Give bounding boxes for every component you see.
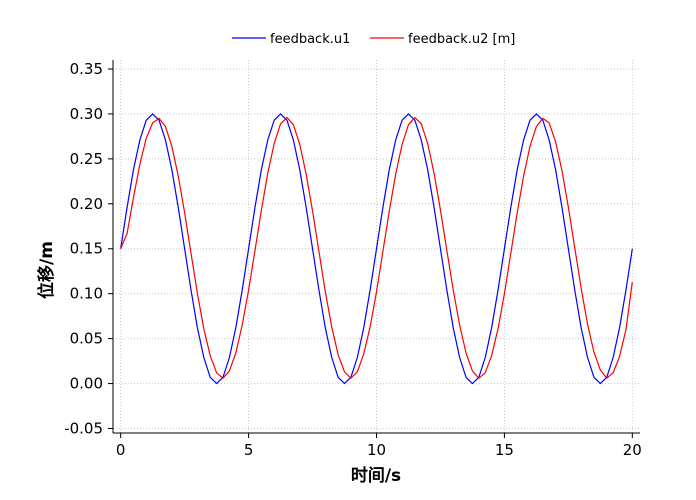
axis-titles: 时间/s 位移/m: [36, 241, 401, 486]
x-tick-label: 5: [244, 441, 254, 459]
x-axis-title: 时间/s: [351, 465, 401, 486]
legend-label-1: feedback.u1: [270, 32, 350, 47]
y-tick-label: 0.30: [70, 105, 103, 123]
y-tick-label: 0.15: [70, 240, 103, 258]
y-axis-title: 位移/m: [36, 241, 57, 299]
legend: feedback.u1 feedback.u2 [m]: [232, 32, 515, 47]
y-tick-label: 0.05: [70, 330, 103, 348]
x-tick-label: 0: [116, 441, 126, 459]
y-tick-label: 0.25: [70, 150, 103, 168]
y-tick-label: 0.10: [70, 285, 103, 303]
y-tick-label: -0.05: [64, 420, 103, 438]
x-tick-label: 10: [367, 441, 386, 459]
x-tick-label: 15: [495, 441, 514, 459]
y-tick-label: 0.00: [70, 375, 103, 393]
y-tick-label: 0.20: [70, 195, 103, 213]
x-tick-label: 20: [623, 441, 642, 459]
y-tick-label: 0.35: [70, 60, 103, 78]
series-line-1: [120, 113, 633, 385]
legend-label-2: feedback.u2 [m]: [408, 32, 515, 47]
series-line-2: [120, 116, 633, 379]
series-lines: [120, 113, 633, 385]
axes: 0 5 10 15 20 -0.05 0.00 0.05 0.10 0.15 0.20 0.25 0.3…: [64, 60, 642, 459]
